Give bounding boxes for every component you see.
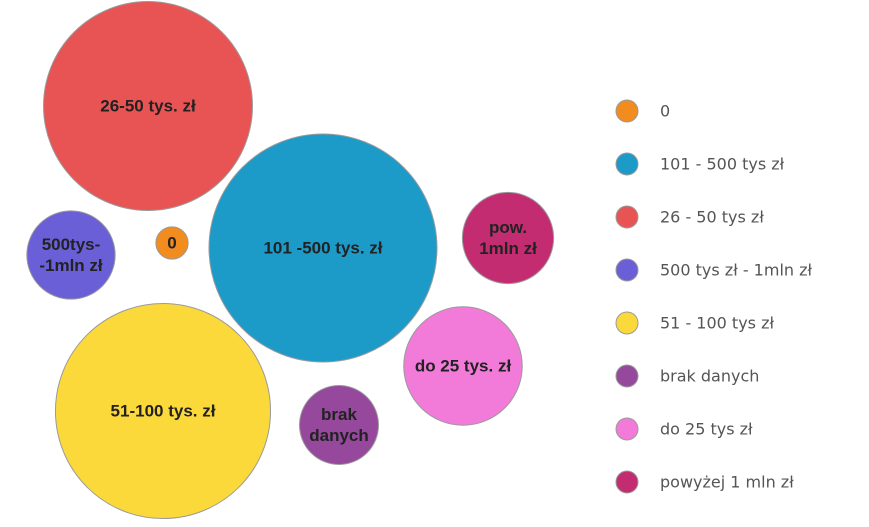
legend-item-powyzej-1-mln-zl: powyżej 1 mln zł (615, 470, 794, 494)
legend-item-101-500-tys-zl: 101 - 500 tys zł (615, 152, 785, 176)
legend-swatch-0 (615, 99, 639, 123)
bubble-brak-danych (299, 385, 379, 465)
bubble-label-101-500-tys-zl: 101 -500 tys. zł (263, 239, 382, 258)
legend-swatch-brak-danych (615, 364, 639, 388)
bubble-do-25-tys-zl (403, 306, 523, 426)
bubble-label-500-tys-zl-1mln-zl: 500tys- (42, 235, 101, 254)
legend-swatch-500-tys-zl-1mln-zl (615, 258, 639, 282)
bubble-label-500-tys-zl-1mln-zl: -1mln zł (39, 256, 103, 275)
legend-label-500-tys-zl-1mln-zl: 500 tys zł - 1mln zł (660, 261, 813, 280)
bubble-26-50-tys-zl (43, 1, 253, 211)
bubble-500-tys-zl-1mln-zl (26, 210, 116, 300)
legend-swatch-101-500-tys-zl (615, 152, 639, 176)
bubble-label-powyzej-1-mln-zl: 1mln zł (479, 239, 537, 258)
legend-item-0: 0 (615, 99, 670, 123)
legend-label-51-100-tys-zl: 51 - 100 tys zł (660, 314, 774, 333)
legend-label-brak-danych: brak danych (660, 367, 759, 386)
bubble-powyzej-1-mln-zl (461, 191, 555, 285)
bubble-label-0: 0 (167, 234, 176, 253)
legend-label-do-25-tys-zl: do 25 tys zł (660, 420, 753, 439)
legend-label-26-50-tys-zl: 26 - 50 tys zł (660, 208, 764, 227)
bubble-label-26-50-tys-zl: 26-50 tys. zł (100, 97, 196, 116)
bubble-label-powyzej-1-mln-zl: pow. (489, 218, 527, 237)
legend-item-do-25-tys-zl: do 25 tys zł (615, 417, 753, 441)
legend-label-powyzej-1-mln-zl: powyżej 1 mln zł (660, 473, 794, 492)
legend-item-brak-danych: brak danych (615, 364, 759, 388)
bubble-0 (155, 226, 189, 260)
legend-swatch-51-100-tys-zl (615, 311, 639, 335)
legend-swatch-powyzej-1-mln-zl (615, 470, 639, 494)
legend-swatch-26-50-tys-zl (615, 205, 639, 229)
legend-item-51-100-tys-zl: 51 - 100 tys zł (615, 311, 774, 335)
bubbles-layer: 26-50 tys. zł 101 -500 tys. zł 500tys- -1ml… (26, 1, 555, 520)
bubble-101-500-tys-zl (208, 133, 438, 363)
legend-label-0: 0 (660, 102, 670, 121)
legend-item-500-tys-zl-1mln-zl: 500 tys zł - 1mln zł (615, 258, 813, 282)
legend-label-101-500-tys-zl: 101 - 500 tys zł (660, 155, 785, 174)
legend-item-26-50-tys-zl: 26 - 50 tys zł (615, 205, 764, 229)
bubble-label-do-25-tys-zl: do 25 tys. zł (415, 357, 512, 376)
legend-swatch-do-25-tys-zl (615, 417, 639, 441)
bubble-51-100-tys-zl (54, 302, 272, 520)
bubble-label-51-100-tys-zl: 51-100 tys. zł (111, 402, 216, 421)
legend: 0 101 - 500 tys zł 26 - 50 tys zł 500 tys z… (615, 99, 813, 494)
bubble-label-brak-danych: brak (321, 405, 357, 424)
bubble-label-brak-danych: danych (309, 426, 369, 445)
